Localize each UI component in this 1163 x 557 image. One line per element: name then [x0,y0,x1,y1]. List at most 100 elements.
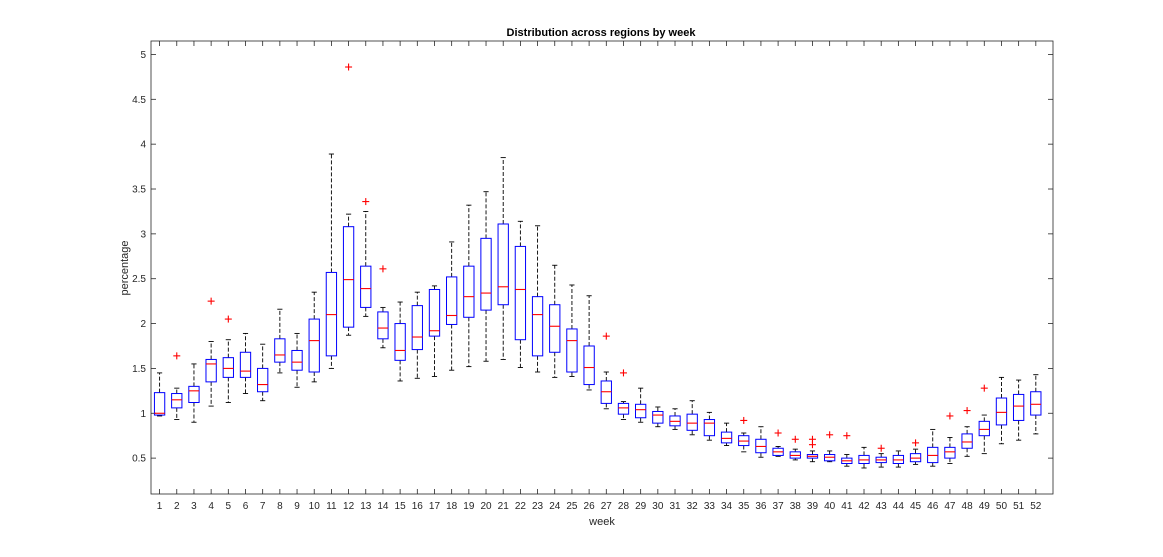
x-tick-label: 3 [191,501,197,512]
outlier-marker [379,265,387,273]
iqr-box [514,245,527,341]
iqr-box [239,351,252,378]
outlier-marker [173,352,181,360]
box-week-20 [480,191,492,362]
x-tick-label: 23 [532,501,544,512]
y-tick-label: 4.5 [132,95,146,106]
outlier-marker [843,432,851,440]
x-tick-label: 27 [601,501,613,512]
outlier-marker [946,412,954,420]
box-week-7 [257,343,269,402]
iqr-box [428,288,441,337]
x-tick-label: 39 [807,501,819,512]
iqr-box [652,410,664,424]
iqr-box [995,397,1008,426]
box-week-48 [961,407,973,457]
iqr-box [944,446,956,459]
box-week-22 [514,220,527,368]
box-week-23 [531,225,544,373]
iqr-box [617,402,630,415]
x-tick-label: 31 [669,501,681,512]
iqr-box [411,305,423,351]
x-tick-label: 12 [343,501,355,512]
box-week-52 [1030,374,1042,435]
box-week-1 [153,372,166,417]
box-week-10 [308,291,320,383]
boxes-layer [153,63,1042,469]
x-tick-label: 4 [208,501,214,512]
x-tick-label: 8 [277,501,283,512]
box-week-50 [995,376,1008,445]
y-tick-label: 1 [140,409,146,420]
box-week-30 [652,406,664,428]
x-tick-label: 51 [1013,501,1025,512]
box-week-8 [274,308,286,374]
x-axis: 1 2 3 4 5 6 7 8 9 10 11 12 13 14 15 16 17 18 19 20 21 22 23 24 2… [157,41,1042,512]
box-week-18 [446,241,458,371]
box-week-37 [772,429,784,457]
x-axis-label: week [588,516,615,528]
x-tick-label: 41 [841,501,853,512]
box-week-49 [978,384,990,455]
box-week-2 [171,352,183,420]
x-tick-label: 10 [309,501,321,512]
x-tick-label: 5 [226,501,232,512]
x-tick-label: 40 [824,501,836,512]
box-week-27 [600,332,612,410]
x-tick-label: 32 [687,501,699,512]
x-tick-label: 34 [721,501,733,512]
iqr-box [531,296,544,357]
outlier-marker [345,63,353,71]
y-tick-label: 3.5 [132,185,146,196]
x-tick-label: 36 [755,501,767,512]
box-week-32 [686,400,698,436]
outlier-marker [808,435,816,443]
box-week-15 [394,301,406,382]
outlier-marker [740,416,748,424]
iqr-box [549,304,561,353]
y-tick-label: 1.5 [132,364,146,375]
iqr-box [961,433,973,449]
outlier-marker [963,407,971,415]
iqr-box [360,265,372,308]
x-tick-label: 15 [395,501,407,512]
iqr-box [978,420,990,437]
box-week-31 [669,408,681,430]
x-tick-label: 42 [858,501,870,512]
x-tick-label: 19 [463,501,475,512]
iqr-box [274,338,286,363]
x-tick-label: 28 [618,501,630,512]
box-week-41 [841,432,853,467]
iqr-box [720,431,733,444]
box-week-16 [411,291,423,379]
plot-area [150,40,1054,495]
outlier-marker [877,444,885,452]
iqr-box [497,223,509,306]
x-tick-label: 6 [243,501,249,512]
iqr-box [635,403,647,419]
box-week-26 [583,295,595,391]
box-week-17 [428,285,441,377]
x-tick-label: 48 [962,501,974,512]
y-tick-label: 3 [140,229,146,240]
iqr-box [1030,391,1042,416]
iqr-box [686,413,698,431]
box-week-36 [755,426,767,458]
iqr-box [308,318,320,373]
x-tick-label: 29 [635,501,647,512]
y-tick-label: 0.5 [132,454,146,465]
outlier-marker [602,332,610,340]
box-week-24 [549,264,561,378]
x-tick-label: 37 [773,501,785,512]
y-axis: 0.5 1 1.5 2 2.5 3 3.5 4 4.5 5 [132,50,1053,465]
x-tick-label: 50 [996,501,1008,512]
x-tick-label: 47 [944,501,956,512]
box-week-29 [635,387,647,423]
x-tick-label: 1 [157,501,163,512]
x-tick-label: 21 [498,501,510,512]
iqr-box [480,237,492,311]
iqr-box [394,323,406,361]
x-tick-label: 22 [515,501,527,512]
y-tick-label: 2 [140,319,146,330]
box-week-6 [239,332,252,394]
